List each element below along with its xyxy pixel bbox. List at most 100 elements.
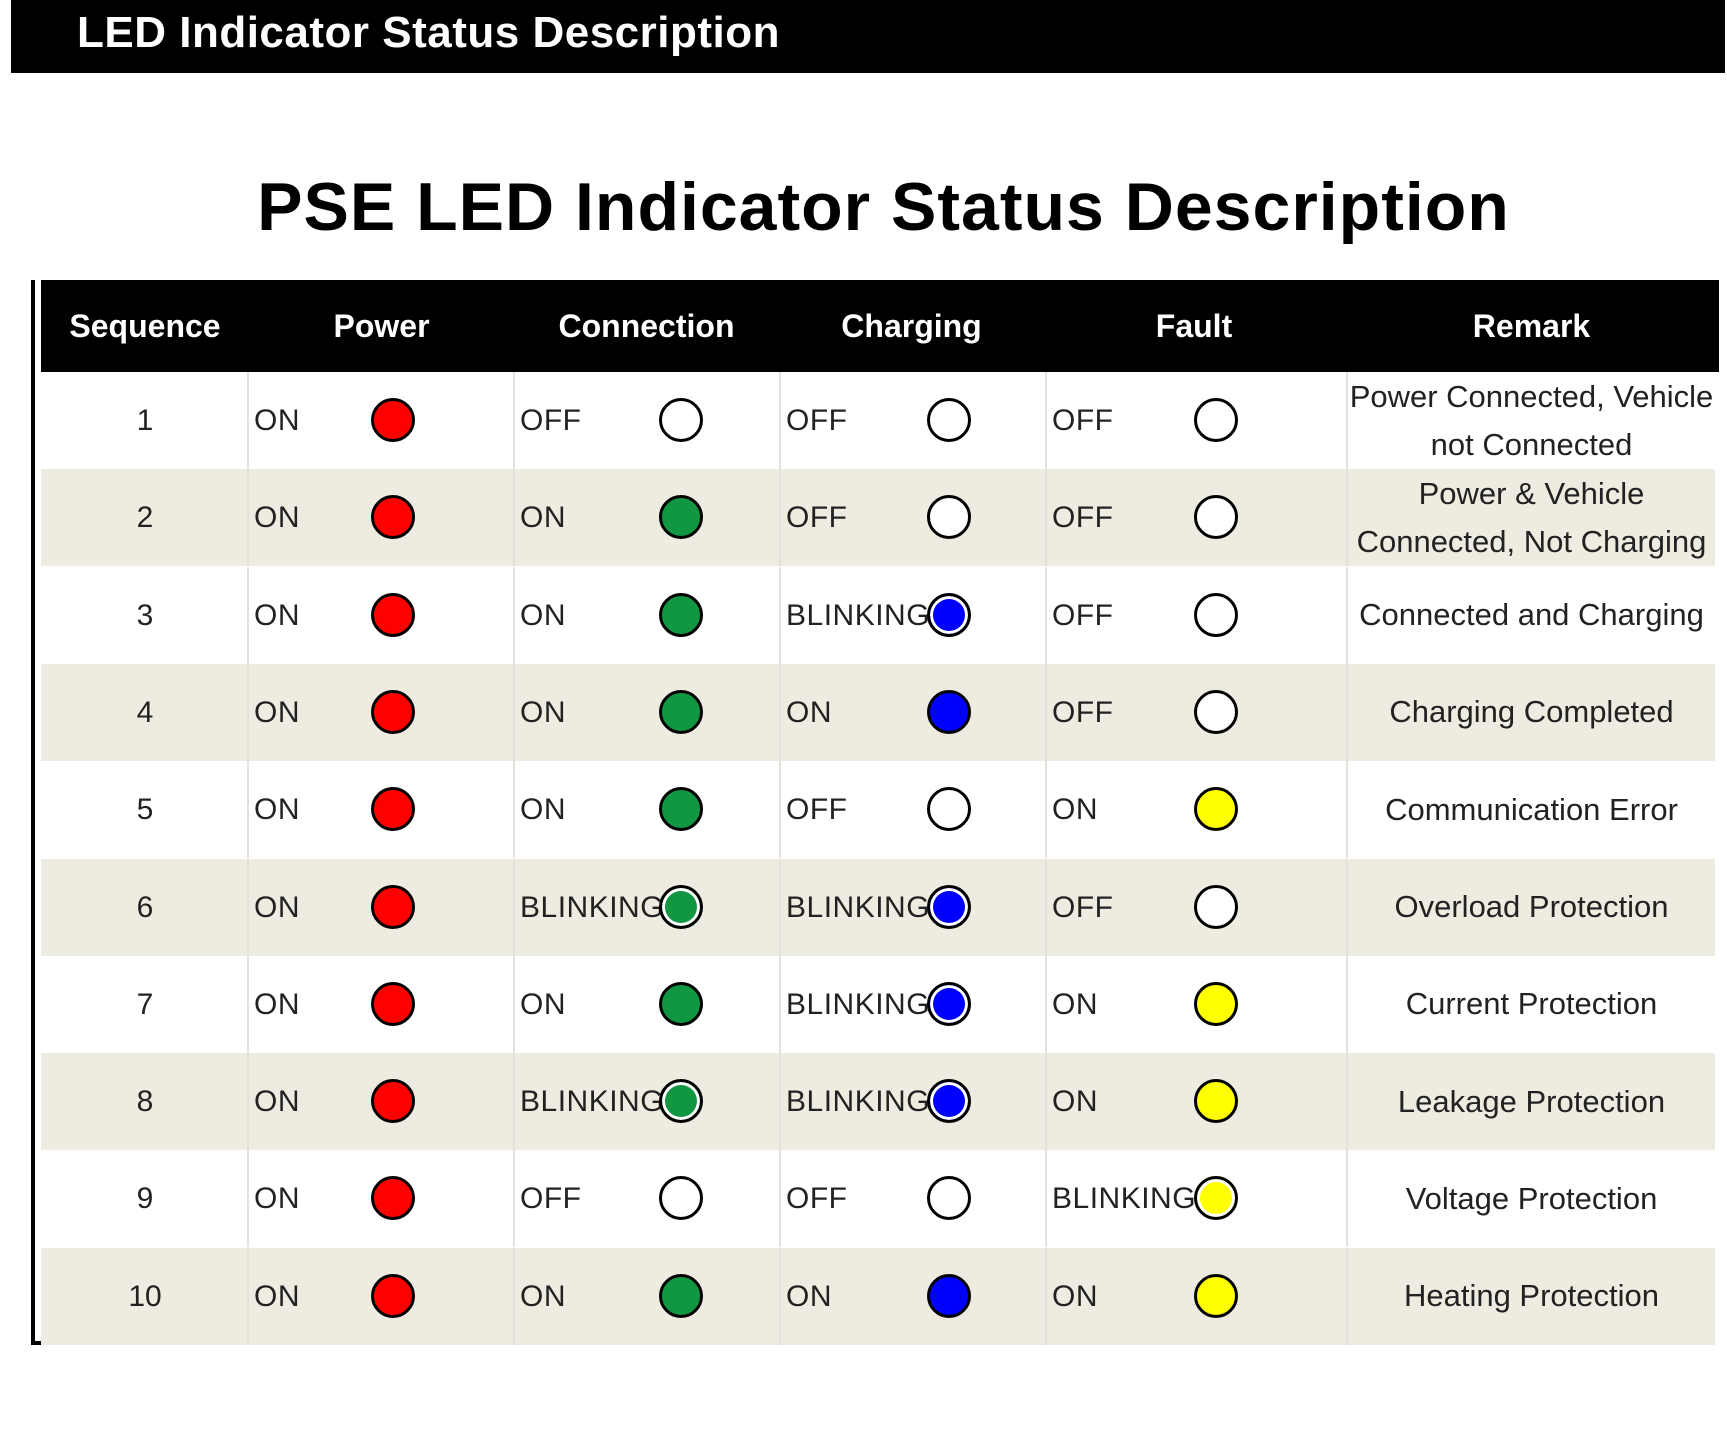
remark-cell: Current Protection	[1405, 986, 1658, 1022]
column-divider	[247, 372, 249, 469]
column-divider	[1045, 761, 1047, 859]
connection-led-icon	[659, 1273, 703, 1318]
fault-state: ON	[1052, 987, 1098, 1021]
table-row: 6 ON BLINKING BLINKING OFF Overload Protectio…	[41, 858, 1715, 956]
column-divider	[1346, 372, 1348, 469]
charging-state: BLINKING	[786, 890, 931, 924]
column-divider	[513, 761, 515, 859]
power-state: ON	[254, 793, 300, 827]
charging-led-icon	[927, 592, 971, 637]
connection-led-icon	[659, 592, 703, 637]
sequence-cell: 2	[136, 501, 154, 535]
fault-state: ON	[1052, 1279, 1098, 1313]
charging-led-icon	[927, 1079, 971, 1124]
table-row: 4 ON ON ON OFF Charging Completed	[41, 663, 1715, 761]
power-led-icon	[371, 787, 415, 832]
fault-led-icon	[1194, 592, 1238, 637]
sequence-cell: 3	[136, 598, 154, 632]
remark-cell: Heating Protection	[1403, 1278, 1660, 1314]
column-divider	[1346, 566, 1348, 664]
remark-cell: Communication Error	[1385, 791, 1678, 827]
power-state: ON	[254, 987, 300, 1021]
connection-led-icon	[659, 495, 703, 540]
connection-state: BLINKING	[520, 890, 665, 924]
charging-led-icon	[927, 981, 971, 1026]
charging-led-icon	[927, 1176, 971, 1221]
charging-state: BLINKING	[786, 1085, 931, 1119]
column-divider	[513, 566, 515, 664]
column-divider	[1045, 1150, 1047, 1248]
column-divider	[513, 372, 515, 469]
fault-state: ON	[1052, 793, 1098, 827]
charging-led-icon	[927, 689, 971, 734]
fault-led-icon	[1194, 787, 1238, 832]
power-state: ON	[254, 1182, 300, 1216]
charging-state: OFF	[786, 404, 848, 437]
column-divider	[247, 469, 249, 567]
column-divider	[1346, 858, 1348, 956]
column-divider	[247, 761, 249, 859]
header-remark: Remark	[1472, 308, 1591, 344]
column-divider	[247, 1150, 249, 1248]
column-divider	[513, 1053, 515, 1151]
column-divider	[779, 372, 781, 469]
column-divider	[247, 566, 249, 664]
column-divider	[779, 1150, 781, 1248]
power-led-icon	[371, 689, 415, 734]
connection-state: ON	[520, 793, 566, 827]
column-divider	[1045, 858, 1047, 956]
column-divider	[779, 663, 781, 761]
column-divider	[1346, 663, 1348, 761]
remark-cell: Overload Protection	[1394, 889, 1669, 924]
fault-state: OFF	[1052, 404, 1114, 437]
column-divider	[247, 663, 249, 761]
column-divider	[1346, 955, 1348, 1053]
header-power: Power	[333, 308, 430, 344]
charging-led-icon	[927, 1273, 971, 1318]
column-divider	[513, 955, 515, 1053]
charging-state: BLINKING	[786, 598, 931, 632]
header-connection: Connection	[558, 308, 735, 344]
column-divider	[247, 1053, 249, 1151]
column-divider	[1045, 955, 1047, 1053]
power-led-icon	[371, 1273, 415, 1318]
column-divider	[1045, 372, 1047, 469]
connection-state: ON	[520, 695, 566, 729]
column-divider	[247, 955, 249, 1053]
charging-state: OFF	[786, 1182, 848, 1216]
power-led-icon	[371, 981, 415, 1026]
connection-state: OFF	[520, 404, 582, 437]
fault-led-icon	[1194, 1176, 1238, 1221]
column-divider	[779, 858, 781, 956]
table-row: 5 ON ON OFF ON Communication Error	[41, 761, 1715, 859]
power-led-icon	[371, 884, 415, 929]
charging-state: OFF	[786, 793, 848, 827]
table-header: Sequence Power Connection Charging Fault…	[41, 280, 1719, 372]
connection-state: BLINKING	[520, 1085, 665, 1119]
column-divider	[1346, 469, 1348, 567]
fault-led-icon	[1194, 1273, 1238, 1318]
connection-state: ON	[520, 987, 566, 1021]
fault-led-icon	[1194, 398, 1238, 442]
sequence-cell: 8	[136, 1085, 154, 1119]
led-status-table: Sequence Power Connection Charging Fault…	[31, 280, 1719, 1345]
connection-state: ON	[520, 501, 566, 535]
column-divider	[247, 858, 249, 956]
column-divider	[513, 1150, 515, 1248]
connection-led-icon	[659, 981, 703, 1026]
column-divider	[1045, 566, 1047, 664]
page-title: PSE LED Indicator Status Description	[257, 169, 1510, 245]
charging-state: BLINKING	[786, 987, 931, 1021]
sequence-cell: 7	[136, 987, 154, 1021]
power-state: ON	[254, 1085, 300, 1119]
fault-state: ON	[1052, 1085, 1098, 1119]
power-state: ON	[254, 404, 300, 437]
connection-state: ON	[520, 598, 566, 632]
column-divider	[1045, 469, 1047, 567]
table-row: 7 ON ON BLINKING ON Current Protection	[41, 955, 1715, 1053]
column-divider	[513, 1247, 515, 1345]
charging-led-icon	[927, 787, 971, 832]
column-divider	[779, 1053, 781, 1151]
column-divider	[513, 858, 515, 956]
remark-cell: Charging Completed	[1389, 694, 1674, 730]
